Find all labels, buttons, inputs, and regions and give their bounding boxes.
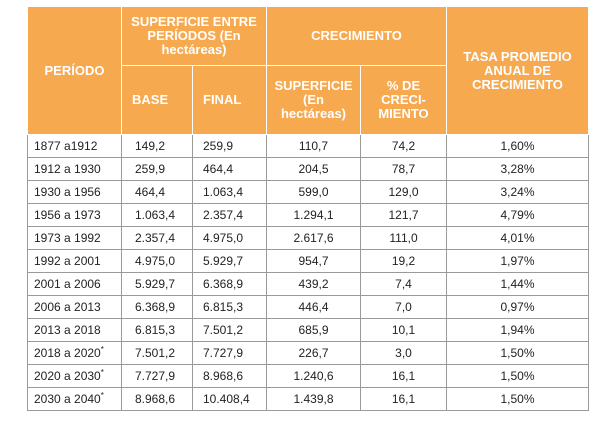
cell-period: 2001 a 2006 (27, 272, 122, 296)
cell-tasa: 1,94% (446, 318, 590, 342)
table-row: 2020 a 2030* 7.727,9 8.968,6 1.240,6 16,1 1,5… (27, 364, 590, 388)
header-final: FINAL (192, 65, 267, 135)
cell-final: 2.357,4 (192, 203, 267, 227)
cell-tasa: 1,97% (446, 249, 590, 273)
table-body: 1877 a1912 149,2 259,9 110,7 74,2 1,60% 1912 a… (27, 134, 590, 411)
cell-final: 10.408,4 (192, 387, 267, 411)
table-row: 1956 a 1973 1.063,4 2.357,4 1.294,1 121,7 4,7… (27, 203, 590, 227)
cell-tasa: 0,97% (446, 295, 590, 319)
cell-period: 2018 a 2020* (27, 341, 122, 365)
cell-period: 1956 a 1973 (27, 203, 122, 227)
header-periodo: PERÍODO (27, 6, 122, 135)
cell-base: 7.727,9 (121, 364, 193, 388)
cell-base: 464,4 (121, 180, 193, 204)
cell-period: 1912 a 1930 (27, 157, 122, 181)
cell-pct: 111,0 (359, 226, 448, 250)
table-header: PERÍODO SUPERFICIE ENTRE PERÍODOS (En he… (27, 6, 590, 135)
cell-base: 7.501,2 (121, 341, 193, 365)
cell-period: 1973 a 1992 (27, 226, 122, 250)
cell-period: 1930 a 1956 (27, 180, 122, 204)
cell-pct: 3,0 (359, 341, 448, 365)
cell-superficie: 204,5 (266, 157, 361, 181)
cell-superficie: 954,7 (266, 249, 361, 273)
cell-base: 2.357,4 (121, 226, 193, 250)
cell-final: 8.968,6 (192, 364, 267, 388)
growth-table: PERÍODO SUPERFICIE ENTRE PERÍODOS (En he… (27, 6, 590, 411)
cell-pct: 74,2 (359, 134, 448, 158)
table-row: 1992 a 2001 4.975,0 5.929,7 954,7 19,2 1,97% (27, 249, 590, 273)
cell-base: 149,2 (121, 134, 193, 158)
cell-superficie: 439,2 (266, 272, 361, 296)
cell-pct: 121,7 (359, 203, 448, 227)
cell-tasa: 1,50% (446, 364, 590, 388)
cell-base: 259,9 (121, 157, 193, 181)
cell-period: 1877 a1912 (27, 134, 122, 158)
cell-superficie: 685,9 (266, 318, 361, 342)
cell-superficie: 2.617,6 (266, 226, 361, 250)
cell-tasa: 1,44% (446, 272, 590, 296)
header-tasa: TASA PROMEDIO ANUAL DE CRECIMIENTO (446, 6, 590, 135)
cell-base: 6.815,3 (121, 318, 193, 342)
table-row: 1912 a 1930 259,9 464,4 204,5 78,7 3,28% (27, 157, 590, 181)
cell-pct: 129,0 (359, 180, 448, 204)
cell-base: 5.929,7 (121, 272, 193, 296)
cell-final: 7.727,9 (192, 341, 267, 365)
header-pct-crecimiento: % DE CRECI-MIENTO (359, 65, 448, 135)
cell-tasa: 3,28% (446, 157, 590, 181)
cell-period: 2006 a 2013 (27, 295, 122, 319)
cell-pct: 78,7 (359, 157, 448, 181)
cell-tasa: 4,79% (446, 203, 590, 227)
cell-period: 2020 a 2030* (27, 364, 122, 388)
cell-final: 259,9 (192, 134, 267, 158)
table-row: 1930 a 1956 464,4 1.063,4 599,0 129,0 3,24% (27, 180, 590, 204)
table-row: 2006 a 2013 6.368,9 6.815,3 446,4 7,0 0,97% (27, 295, 590, 319)
cell-tasa: 1,60% (446, 134, 590, 158)
table-row: 2018 a 2020* 7.501,2 7.727,9 226,7 3,0 1,50% (27, 341, 590, 365)
header-crecimiento-group: CRECIMIENTO (265, 6, 448, 66)
cell-superficie: 446,4 (266, 295, 361, 319)
growth-table-container: PERÍODO SUPERFICIE ENTRE PERÍODOS (En he… (27, 6, 590, 411)
cell-base: 8.968,6 (121, 387, 193, 411)
cell-tasa: 1,50% (446, 387, 590, 411)
cell-superficie: 1.240,6 (266, 364, 361, 388)
cell-final: 464,4 (192, 157, 267, 181)
cell-final: 1.063,4 (192, 180, 267, 204)
header-superficie-group: SUPERFICIE ENTRE PERÍODOS (En hectáreas) (121, 6, 267, 66)
cell-base: 1.063,4 (121, 203, 193, 227)
cell-superficie: 1.439,8 (266, 387, 361, 411)
header-base: BASE (121, 65, 193, 135)
cell-final: 6.815,3 (192, 295, 267, 319)
cell-superficie: 1.294,1 (266, 203, 361, 227)
header-superficie: SUPERFICIE (En hectáreas) (266, 65, 361, 135)
cell-pct: 19,2 (359, 249, 448, 273)
table-row: 1973 a 1992 2.357,4 4.975,0 2.617,6 111,0 4,0… (27, 226, 590, 250)
cell-base: 6.368,9 (121, 295, 193, 319)
cell-base: 4.975,0 (121, 249, 193, 273)
cell-final: 6.368,9 (192, 272, 267, 296)
cell-tasa: 3,24% (446, 180, 590, 204)
table-row: 2001 a 2006 5.929,7 6.368,9 439,2 7,4 1,44% (27, 272, 590, 296)
cell-pct: 16,1 (359, 364, 448, 388)
cell-superficie: 110,7 (266, 134, 361, 158)
cell-period: 2013 a 2018 (27, 318, 122, 342)
cell-final: 5.929,7 (192, 249, 267, 273)
cell-period: 2030 a 2040* (27, 387, 122, 411)
table-row: 2013 a 2018 6.815,3 7.501,2 685,9 10,1 1,94% (27, 318, 590, 342)
cell-pct: 7,4 (359, 272, 448, 296)
cell-superficie: 599,0 (266, 180, 361, 204)
cell-superficie: 226,7 (266, 341, 361, 365)
cell-period: 1992 a 2001 (27, 249, 122, 273)
cell-pct: 10,1 (359, 318, 448, 342)
cell-final: 7.501,2 (192, 318, 267, 342)
cell-final: 4.975,0 (192, 226, 267, 250)
table-row: 1877 a1912 149,2 259,9 110,7 74,2 1,60% (27, 134, 590, 158)
cell-tasa: 1,50% (446, 341, 590, 365)
cell-pct: 16,1 (359, 387, 448, 411)
cell-tasa: 4,01% (446, 226, 590, 250)
cell-pct: 7,0 (359, 295, 448, 319)
table-row: 2030 a 2040* 8.968,6 10.408,4 1.439,8 16,1 1,… (27, 387, 590, 411)
